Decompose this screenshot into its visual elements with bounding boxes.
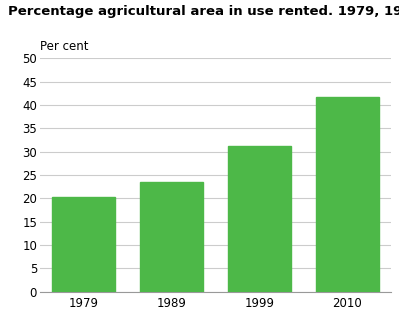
Bar	[228, 146, 291, 292]
Bar	[52, 197, 115, 292]
Bar	[316, 97, 379, 292]
Text: Percentage agricultural area in use rented. 1979, 1989, 1999 and 2010: Percentage agricultural area in use rent…	[8, 5, 399, 18]
Bar	[140, 182, 203, 292]
Text: Per cent: Per cent	[40, 40, 89, 53]
